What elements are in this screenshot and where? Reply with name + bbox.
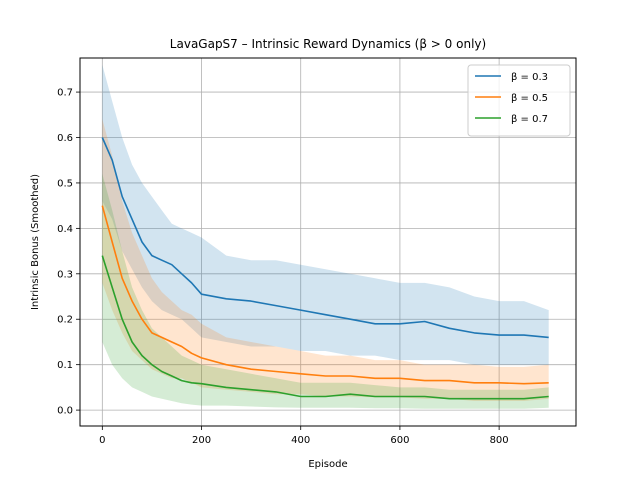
y-tick-label: 0.2 [57,315,73,326]
band-series-3 [102,173,549,409]
line-series-1 [101,137,549,339]
line-series-2 [101,205,549,385]
y-tick-label: 0.0 [57,406,73,417]
x-tick-label: 200 [192,435,211,446]
legend-label: β = 0.7 [511,114,548,125]
legend-label: β = 0.5 [511,93,548,104]
y-tick-label: 0.4 [57,224,73,235]
x-axis-ticks: 0 200 400 600 800 [99,426,509,446]
y-axis-ticks: 0.0 0.1 0.2 0.3 0.4 0.5 0.6 0.7 [57,88,80,417]
plot-frame [79,57,577,427]
band-series-1 [102,64,549,365]
x-axis-label: Episode [308,459,347,470]
confidence-bands [102,64,549,409]
x-tick-label: 800 [490,435,509,446]
y-tick-label: 0.5 [57,178,73,189]
x-tick-label: 400 [291,435,310,446]
legend: β = 0.3 β = 0.5 β = 0.7 [467,64,571,137]
x-tick-label: 600 [390,435,409,446]
band-series-2 [102,119,549,402]
grid [80,58,576,426]
legend-label: β = 0.3 [511,72,548,83]
series-lines [101,137,549,400]
y-tick-label: 0.1 [57,360,73,371]
y-tick-label: 0.3 [57,269,73,280]
chart-title: LavaGapS7 – Intrinsic Reward Dynamics (β… [170,37,486,51]
y-tick-label: 0.7 [57,88,73,99]
y-axis-label: Intrinsic Bonus (Smoothed) [30,174,41,310]
line-series-3 [101,255,549,400]
x-tick-label: 0 [99,435,105,446]
y-tick-label: 0.6 [57,133,73,144]
